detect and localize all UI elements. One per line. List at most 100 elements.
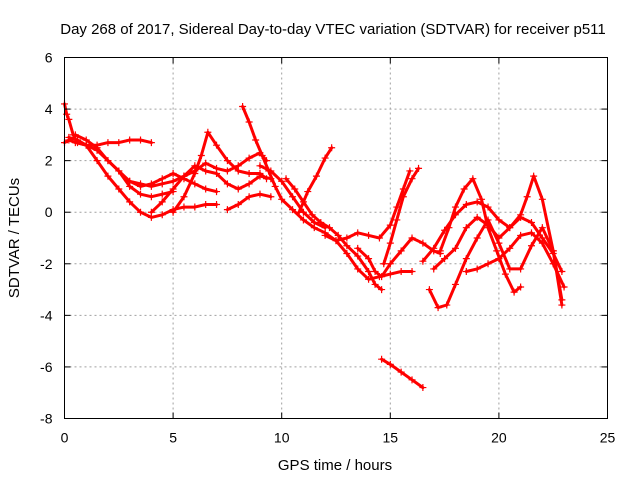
data-point-marker — [93, 144, 101, 152]
data-point-marker — [239, 102, 247, 110]
data-point-marker — [278, 195, 286, 203]
data-point-marker — [451, 203, 459, 211]
data-point-marker — [245, 193, 253, 201]
data-point-marker — [158, 198, 166, 206]
data-point-marker — [310, 219, 318, 227]
data-point-marker — [234, 200, 242, 208]
chart-title: Day 268 of 2017, Sidereal Day-to-day VTE… — [60, 21, 606, 38]
data-point-marker — [408, 376, 416, 384]
series-track-9 — [239, 102, 416, 283]
data-point-marker — [371, 268, 379, 276]
data-point-marker — [530, 172, 538, 180]
series-track-12 — [295, 144, 336, 216]
data-point-marker — [245, 170, 253, 178]
series-track-8 — [223, 190, 275, 214]
series-track-11 — [282, 175, 386, 294]
data-point-marker — [419, 384, 427, 392]
x-tick-label: 20 — [491, 430, 507, 446]
data-point-marker — [267, 167, 275, 175]
data-point-marker — [538, 239, 546, 247]
data-point-marker — [197, 151, 205, 159]
data-point-marker — [104, 157, 112, 165]
data-point-marker — [408, 234, 416, 242]
data-point-marker — [191, 203, 199, 211]
data-point-marker — [191, 180, 199, 188]
data-point-marker — [558, 268, 566, 276]
data-point-marker — [378, 273, 386, 281]
data-point-marker — [343, 242, 351, 250]
data-point-marker — [354, 244, 362, 252]
series-line — [432, 174, 564, 307]
series-track-13 — [321, 167, 414, 245]
data-point-marker — [380, 260, 388, 268]
data-point-marker — [213, 188, 221, 196]
data-point-marker — [354, 265, 362, 273]
data-point-marker — [462, 255, 470, 263]
data-point-marker — [258, 151, 266, 159]
data-point-marker — [278, 177, 286, 185]
axis-ticks: 0 5 10 15 20 25 -8 -6 -4 -2 0 2 4 6 — [40, 50, 615, 446]
data-point-marker — [158, 180, 166, 188]
data-point-marker — [501, 270, 509, 278]
data-point-marker — [558, 301, 566, 309]
data-point-marker — [343, 249, 351, 257]
data-point-marker — [460, 185, 468, 193]
data-point-marker — [365, 255, 373, 263]
data-point-marker — [267, 193, 275, 201]
y-tick-label: -2 — [40, 256, 53, 272]
data-point-marker — [234, 185, 242, 193]
data-point-marker — [223, 206, 231, 214]
series-track-16 — [378, 355, 427, 392]
data-point-marker — [517, 265, 525, 273]
data-point-marker — [126, 177, 134, 185]
data-point-marker — [462, 268, 470, 276]
data-point-marker — [304, 188, 312, 196]
series-track-19 — [430, 172, 566, 309]
series-line — [382, 166, 420, 266]
data-point-marker — [245, 180, 253, 188]
data-point-marker — [202, 185, 210, 193]
data-point-marker — [343, 234, 351, 242]
data-point-marker — [93, 157, 101, 165]
data-point-marker — [484, 203, 492, 211]
series-line — [464, 231, 566, 289]
data-point-marker — [256, 162, 264, 170]
data-point-marker — [332, 237, 340, 245]
data-point-marker — [328, 144, 336, 152]
data-point-marker — [202, 159, 210, 167]
data-point-marker — [495, 216, 503, 224]
data-point-marker — [473, 265, 481, 273]
series-track-7 — [169, 128, 270, 216]
data-point-marker — [473, 234, 481, 242]
data-point-marker — [137, 180, 145, 188]
data-point-marker — [484, 224, 492, 232]
data-point-marker — [406, 167, 414, 175]
data-point-marker — [443, 301, 451, 309]
data-point-marker — [295, 208, 303, 216]
data-point-marker — [126, 198, 134, 206]
data-point-marker — [289, 193, 297, 201]
x-axis-label: GPS time / hours — [278, 457, 392, 474]
data-point-marker — [354, 229, 362, 237]
y-tick-label: -4 — [40, 307, 53, 323]
x-tick-label: 0 — [61, 430, 69, 446]
data-point-marker — [378, 286, 386, 294]
data-point-marker — [158, 211, 166, 219]
data-point-marker — [191, 170, 199, 178]
data-point-marker — [223, 167, 231, 175]
data-point-marker — [371, 280, 379, 288]
data-point-marker — [158, 190, 166, 198]
data-point-marker — [393, 216, 401, 224]
data-point-marker — [517, 231, 525, 239]
data-point-marker — [397, 368, 405, 376]
data-point-marker — [517, 283, 525, 291]
data-point-marker — [312, 172, 320, 180]
data-point-marker — [256, 190, 264, 198]
data-point-marker — [451, 280, 459, 288]
data-point-marker — [223, 157, 231, 165]
data-point-marker — [386, 360, 394, 368]
data-point-marker — [462, 224, 470, 232]
data-point-marker — [493, 247, 501, 255]
data-point-marker — [147, 193, 155, 201]
